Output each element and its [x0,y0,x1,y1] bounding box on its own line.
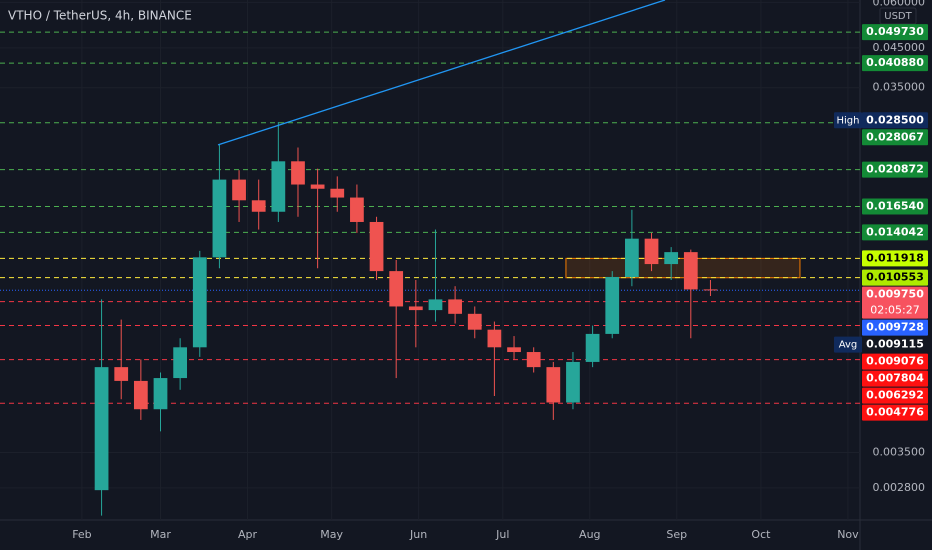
candle-body [625,238,639,277]
price-label: 0.049730 [866,25,924,38]
price-label-bg [862,24,928,41]
candle-body [192,257,207,348]
price-label-bg [862,336,928,353]
price-label-bg [862,55,928,72]
candle-body [448,299,462,314]
price-label-bg [862,387,928,404]
x-tick-label: Aug [579,528,600,541]
price-label-bg [862,129,928,146]
candle-body [566,361,580,403]
price-label-bg [862,370,928,387]
x-tick-label: May [320,528,343,541]
candle-body [428,299,443,311]
price-label-bg [862,112,928,129]
price-label: 0.028067 [866,130,924,143]
x-tick-label: Sep [666,528,687,541]
price-label: 0.004776 [866,406,924,419]
x-tick-label: Oct [751,528,771,541]
price-label: 0.007804 [866,372,924,385]
price-label: 0.020872 [866,163,924,176]
price-label-bg [862,224,928,241]
tag: High [837,115,860,126]
price-label-bg [862,353,928,370]
candle-body [133,380,148,410]
price-label-bg [862,161,928,178]
candle-body [369,221,384,272]
y-tick-label: 0.045000 [873,41,926,54]
price-label: 0.014042 [866,225,924,238]
price-label: 0.009750 [866,288,924,301]
candle-body [664,252,679,265]
candle-body [271,161,286,212]
y-tick-label: 0.060000 [873,0,926,8]
candle-body [251,200,266,212]
x-tick-label: Nov [837,528,859,541]
candle-body [644,238,659,265]
price-label: 0.040880 [866,56,924,69]
y-tick-label: 0.003500 [873,446,926,459]
candle-body [683,252,698,290]
price-label-bg [862,250,928,267]
price-label-bg [862,269,928,286]
price-label-bg [862,198,928,215]
x-tick-label: Apr [238,528,258,541]
candle-body [330,188,345,198]
tag-bg [834,336,862,353]
price-label-bg [862,319,928,336]
price-label-bg [862,286,928,319]
candle-body [232,179,246,201]
currency-box [879,7,917,25]
tag: Avg [839,340,858,351]
candle-body [526,352,541,368]
candle-body [703,289,718,291]
candle-body [467,313,482,330]
candle-body [212,179,227,258]
candle-body [310,184,325,189]
price-label-bg [862,404,928,421]
price-label: 0.016540 [866,199,924,212]
x-tick-label: Jul [495,528,509,541]
candle-body [507,347,521,353]
zone [565,257,801,279]
candle-body [94,367,109,491]
trendline [217,0,666,146]
chart-title: VTHO / TetherUS, 4h, BINANCE [8,9,192,23]
tag-bg [834,112,862,129]
candle-body [350,197,364,222]
countdown: 02:05:27 [870,304,919,317]
y-tick-label: 0.002800 [873,481,926,494]
price-label: 0.009076 [866,355,924,368]
candle-body [389,271,404,307]
candle-body [546,367,561,403]
currency: USDT [884,11,912,22]
candle-body [487,329,502,348]
candle-body [153,378,168,410]
candle-body [408,306,423,311]
candle-body [291,161,305,185]
x-tick-label: Feb [72,528,91,541]
x-tick-label: Jun [409,528,427,541]
price-label: 0.009115 [866,338,924,351]
price-label: 0.006292 [866,389,924,402]
candle-body [605,276,620,334]
candle-body [585,333,600,362]
candle-body [173,347,188,379]
price-label: 0.010553 [866,271,924,284]
candle-body [114,367,129,381]
price-label: 0.011918 [866,251,924,264]
y-tick-label: 0.035000 [873,81,926,94]
x-tick-label: Mar [150,528,171,541]
price-label: 0.028500 [866,113,924,126]
price-label: 0.009728 [866,321,924,334]
